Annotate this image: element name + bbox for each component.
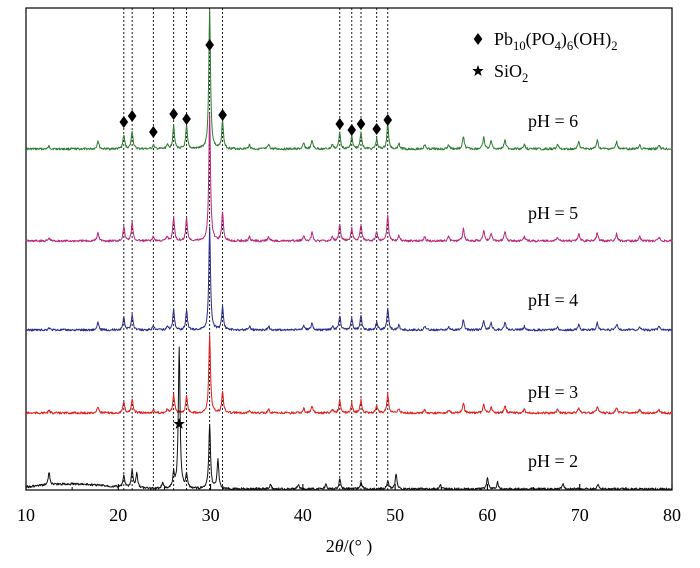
legend-star-icon	[472, 65, 484, 76]
diamond-marker	[347, 124, 357, 136]
diamond-marker	[356, 118, 366, 130]
legend-diamond-icon	[473, 33, 483, 45]
legend: Pb10(PO4)6(OH)2 SiO2	[472, 29, 618, 85]
phase-markers	[119, 39, 393, 429]
diamond-marker	[383, 114, 393, 126]
x-tick-label: 20	[109, 505, 127, 525]
diamond-marker	[119, 116, 129, 128]
series-label: pH = 2	[528, 451, 578, 471]
legend-label: SiO2	[494, 61, 528, 85]
star-marker	[173, 418, 185, 429]
series-label: pH = 5	[528, 203, 578, 223]
series-label: pH = 3	[528, 382, 578, 402]
diamond-marker	[182, 113, 191, 125]
x-tick-label: 70	[571, 505, 589, 525]
series-line-pH-6	[25, 9, 673, 151]
diamond-marker	[169, 108, 178, 120]
x-tick-label: 30	[202, 505, 220, 525]
x-axis: 10 20 30 40 50 60 70 80 2θ/(° )	[17, 484, 681, 557]
x-tick-label: 60	[478, 505, 496, 525]
diamond-marker	[335, 118, 345, 130]
x-axis-title: 2θ/(° )	[326, 536, 373, 557]
legend-item: SiO2	[472, 61, 528, 85]
diamond-marker	[372, 123, 382, 135]
diamond-marker	[149, 126, 158, 138]
reference-lines	[123, 8, 389, 490]
legend-item: Pb10(PO4)6(OH)2	[473, 29, 618, 53]
x-tick-label: 50	[386, 505, 404, 525]
diamond-marker	[127, 110, 137, 122]
diamond-marker	[205, 39, 214, 51]
x-tick-label: 80	[663, 505, 681, 525]
series-label: pH = 6	[528, 111, 578, 131]
diamond-marker	[218, 109, 227, 121]
legend-label: Pb10(PO4)6(OH)2	[494, 29, 618, 53]
x-tick-label: 10	[17, 505, 35, 525]
series-label: pH = 4	[528, 290, 578, 310]
x-tick-label: 40	[294, 505, 312, 525]
plot-frame	[25, 7, 673, 491]
series-line-pH-5	[25, 113, 673, 243]
series-line-pH-4	[25, 226, 673, 332]
series-group: pH = 6 pH = 5 pH = 4 pH = 3 pH = 2	[25, 9, 673, 491]
series-line-pH-3	[25, 334, 673, 415]
